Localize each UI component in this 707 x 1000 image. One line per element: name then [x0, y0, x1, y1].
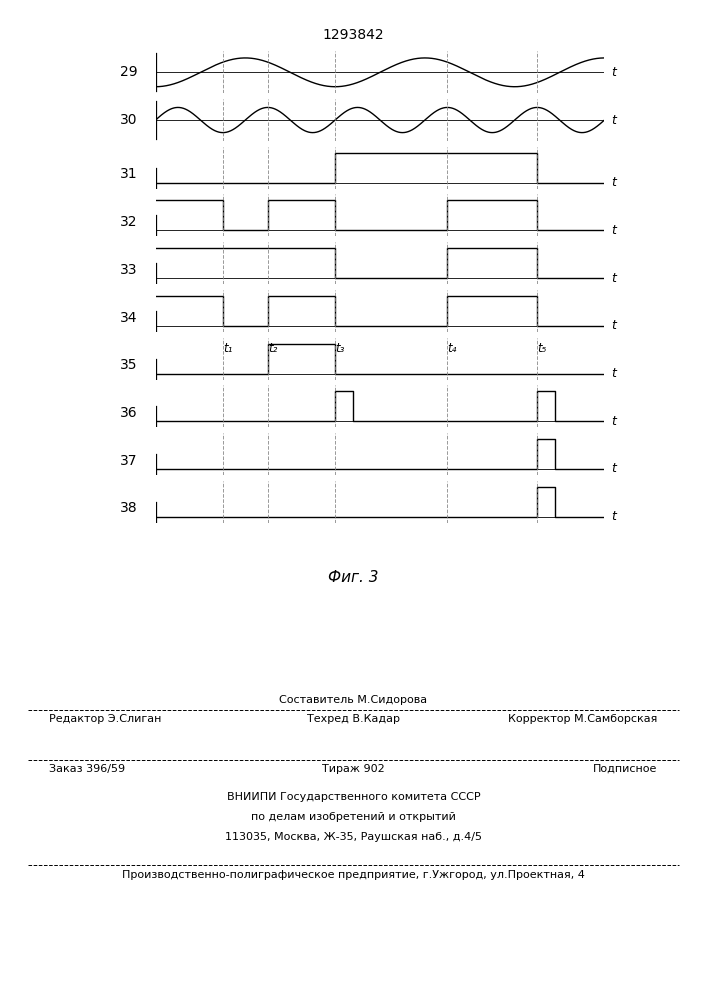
Text: Техред В.Кадар: Техред В.Кадар: [307, 714, 400, 724]
Text: 34: 34: [120, 311, 138, 325]
Text: t: t: [612, 224, 616, 237]
Text: 31: 31: [120, 167, 138, 181]
Text: 38: 38: [120, 501, 138, 515]
Text: ВНИИПИ Государственного комитета СССР: ВНИИПИ Государственного комитета СССР: [227, 792, 480, 802]
Text: t₅: t₅: [537, 342, 547, 355]
Text: 35: 35: [120, 358, 138, 372]
Text: 29: 29: [120, 65, 138, 79]
Text: 1293842: 1293842: [322, 28, 385, 42]
Text: 113035, Москва, Ж-35, Раушская наб., д.4/5: 113035, Москва, Ж-35, Раушская наб., д.4…: [225, 832, 482, 842]
Text: Составитель М.Сидорова: Составитель М.Сидорова: [279, 695, 428, 705]
Text: t: t: [612, 367, 616, 380]
Text: 32: 32: [120, 215, 138, 229]
Text: 37: 37: [120, 454, 138, 468]
Text: Тираж 902: Тираж 902: [322, 764, 385, 774]
Text: Заказ 396/59: Заказ 396/59: [49, 764, 126, 774]
Text: Подписное: Подписное: [593, 764, 658, 774]
Text: Корректор М.Самборская: Корректор М.Самборская: [508, 714, 658, 724]
Text: 33: 33: [120, 263, 138, 277]
Text: t: t: [612, 176, 616, 189]
Text: t₁: t₁: [223, 342, 233, 355]
Text: Производственно-полиграфическое предприятие, г.Ужгород, ул.Проектная, 4: Производственно-полиграфическое предприя…: [122, 870, 585, 880]
Text: t: t: [612, 114, 616, 127]
Text: Редактор Э.Слиган: Редактор Э.Слиган: [49, 714, 162, 724]
Text: 30: 30: [120, 113, 138, 127]
Text: t: t: [612, 415, 616, 428]
Text: t: t: [612, 510, 616, 523]
Text: 36: 36: [120, 406, 138, 420]
Text: t₃: t₃: [335, 342, 344, 355]
Text: t: t: [612, 319, 616, 332]
Text: t₂: t₂: [268, 342, 277, 355]
Text: t: t: [612, 66, 616, 79]
Text: t₄: t₄: [448, 342, 457, 355]
Text: t: t: [612, 462, 616, 475]
Text: Фиг. 3: Фиг. 3: [328, 570, 379, 585]
Text: t: t: [612, 272, 616, 285]
Text: по делам изобретений и открытий: по делам изобретений и открытий: [251, 812, 456, 822]
